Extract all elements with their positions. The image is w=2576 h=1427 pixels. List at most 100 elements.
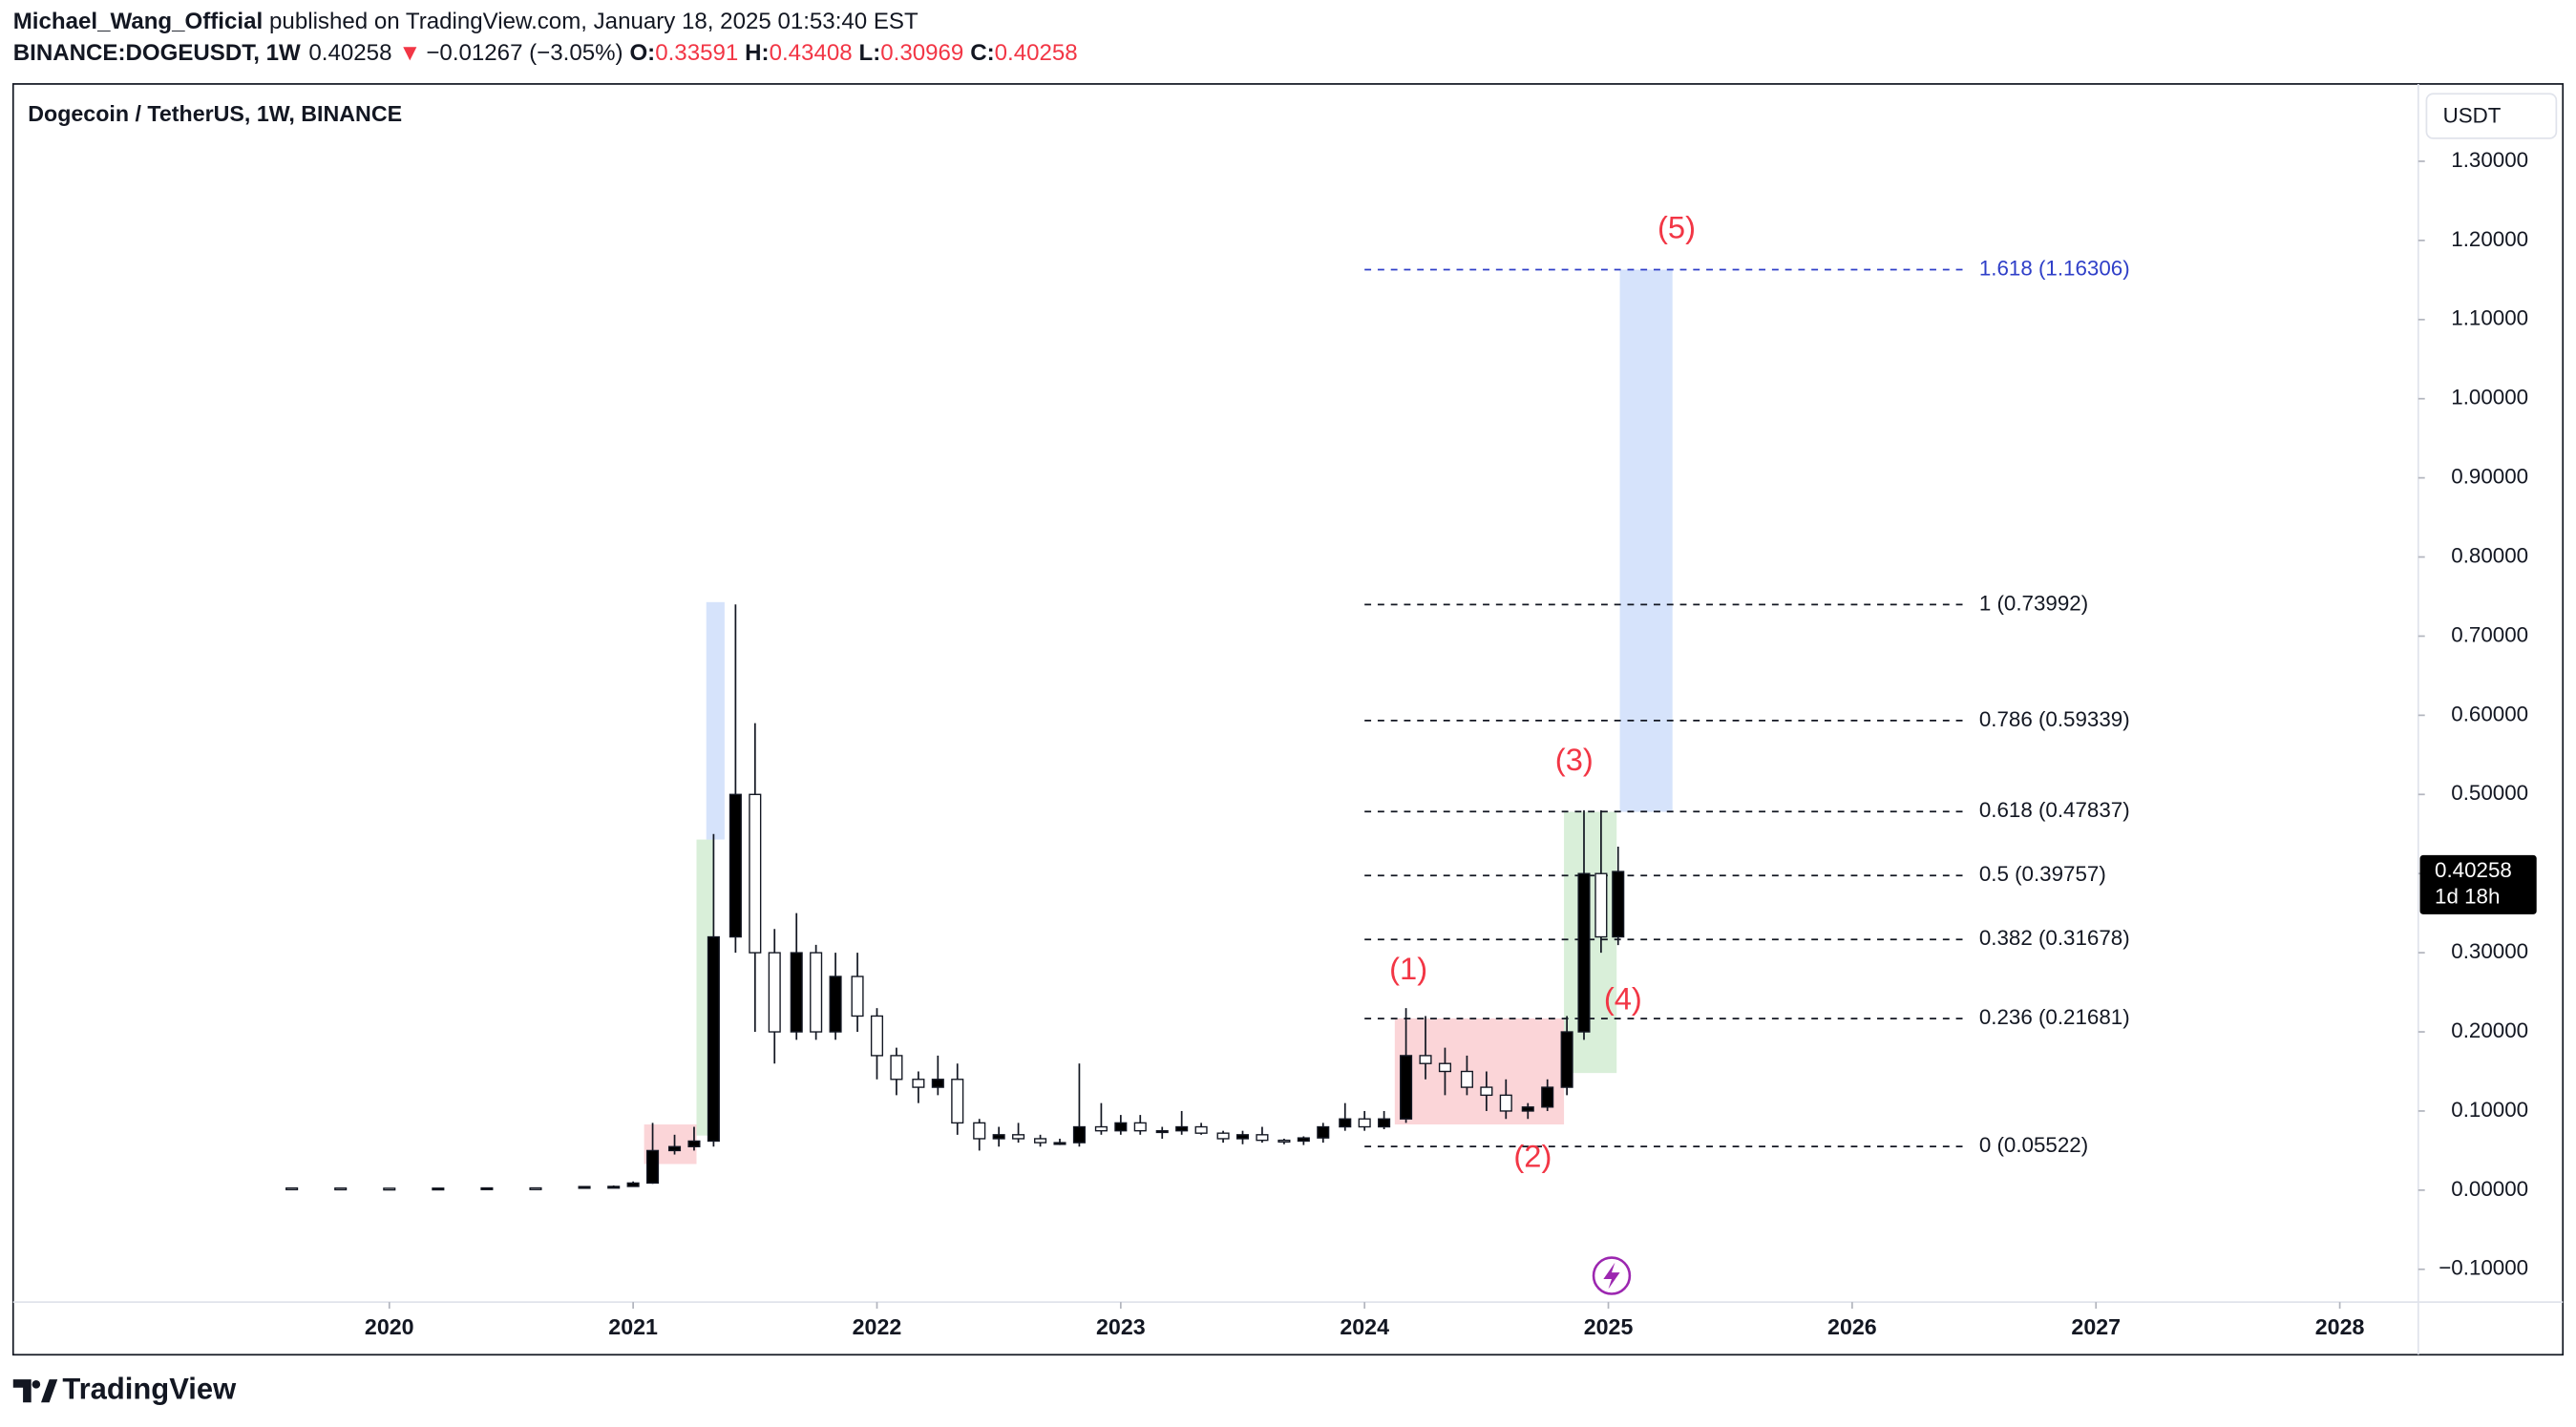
candle-body [707, 935, 720, 1143]
ohlc-value: 0.33591 [655, 40, 738, 66]
x-tick-label: 2028 [2315, 1314, 2365, 1339]
zone [1564, 811, 1617, 1074]
candle-body [1194, 1125, 1208, 1134]
ohlc-value: 0.43408 [770, 40, 853, 66]
candle-body [667, 1145, 682, 1152]
candle-body [1400, 1055, 1413, 1120]
fib-label: 0.5 (0.39757) [1979, 862, 2106, 886]
candle-body [728, 793, 742, 938]
candle-body [1175, 1125, 1189, 1132]
candle-body [1094, 1125, 1108, 1132]
price-tag-countdown: 1d 18h [2435, 885, 2500, 909]
fib-label: 1.618 (1.16306) [1979, 256, 2130, 280]
candle-body [1133, 1122, 1147, 1132]
candle-body [1358, 1118, 1371, 1128]
x-tick-label: 2025 [1584, 1314, 1634, 1339]
currency[interactable]: USDT [2443, 103, 2502, 127]
fib-label: 0 (0.05522) [1979, 1133, 2088, 1157]
events-icon[interactable] [1592, 1256, 1632, 1295]
candle-body [749, 793, 762, 954]
ohlc-label: C: [970, 40, 994, 66]
ohlc-value: 0.30969 [880, 40, 963, 66]
candle-body [1072, 1125, 1086, 1144]
candle-body [973, 1122, 986, 1140]
candle-body [646, 1149, 660, 1185]
y-tick-label: 0.50000 [2451, 781, 2528, 805]
brand: TradingView [62, 1372, 237, 1405]
y-tick-label: 0.10000 [2451, 1098, 2528, 1122]
candle-body [529, 1186, 542, 1190]
fib-label: 0.786 (0.59339) [1979, 707, 2130, 731]
candle-body [285, 1186, 299, 1191]
header-line-1: Michael_Wang_Official published on Tradin… [13, 10, 918, 35]
candle-body [1438, 1062, 1451, 1073]
candle-body [870, 1015, 884, 1057]
chart-title: Dogecoin / TetherUS, 1W, BINANCE [28, 101, 402, 126]
y-tick-label: 0.80000 [2451, 543, 2528, 567]
candle-body [1114, 1122, 1128, 1132]
y-tick-label: 0.60000 [2451, 702, 2528, 725]
wave-label: (4) [1604, 980, 1642, 1016]
ohlc-value: 0.40258 [995, 40, 1078, 66]
y-tick-label: 0.90000 [2451, 465, 2528, 489]
zone [1394, 1018, 1565, 1125]
candle-body [1297, 1137, 1310, 1143]
y-tick-label: 1.00000 [2451, 386, 2528, 409]
change-arrow: ▼ [398, 40, 421, 66]
x-tick-label: 2023 [1096, 1314, 1146, 1339]
candle-body [1577, 872, 1591, 1033]
y-tick-label: 1.30000 [2451, 148, 2528, 172]
ohlc-label: O: [629, 40, 655, 66]
candle-body [383, 1187, 396, 1191]
x-tick-label: 2024 [1340, 1314, 1389, 1339]
wave-label: (1) [1389, 951, 1427, 986]
fib-label: 1 (0.73992) [1979, 591, 2088, 615]
author: Michael_Wang_Official [13, 10, 263, 35]
candle-body [334, 1187, 348, 1191]
candle-body [432, 1187, 445, 1191]
symbol: BINANCE:DOGEUSDT, 1W [13, 40, 301, 66]
candle-body [1419, 1055, 1432, 1064]
candle-body [810, 952, 823, 1033]
candle-body [912, 1079, 925, 1088]
footer-logo [12, 1379, 58, 1403]
price-tag-value: 0.40258 [2435, 858, 2512, 882]
wave-label: (3) [1555, 742, 1594, 777]
y-tick-label: 0.00000 [2451, 1177, 2528, 1201]
candle-body [851, 976, 864, 1018]
candle-body [578, 1186, 591, 1189]
zone [1619, 269, 1673, 812]
y-tick-label: 1.20000 [2451, 227, 2528, 251]
candle-body [951, 1079, 964, 1124]
fib-label: 0.236 (0.21681) [1979, 1005, 2130, 1029]
candle-body [1560, 1031, 1573, 1088]
axes: −0.10000 0.00000 0.10000 0.20000 0.30000 0.40… [365, 148, 2537, 1339]
candle-body [1235, 1134, 1250, 1140]
change: −0.01267 (−3.05%) [426, 40, 623, 66]
candle-body [1216, 1132, 1230, 1140]
candle-body [1612, 871, 1625, 938]
candle-body [1155, 1129, 1169, 1134]
plot-area: 1.618 (1.16306) 1 (0.73992) 0.786 (0.59339… [285, 210, 2130, 1191]
candle-body [1541, 1086, 1554, 1108]
x-tick-label: 2026 [1827, 1314, 1877, 1339]
candle-body [931, 1079, 944, 1088]
x-tick-label: 2022 [853, 1314, 902, 1339]
candle-body [1012, 1134, 1025, 1140]
candle-body [790, 952, 803, 1033]
y-tick-label: 0.70000 [2451, 622, 2528, 646]
fib-label: 0.618 (0.47837) [1979, 798, 2130, 822]
x-tick-label: 2021 [608, 1314, 658, 1339]
candle-body [1378, 1118, 1391, 1128]
last: 0.40258 [308, 40, 391, 66]
candle-body [626, 1182, 640, 1187]
y-tick-label: 1.10000 [2451, 306, 2528, 330]
candle-body [1277, 1139, 1291, 1144]
candle-body [607, 1186, 621, 1189]
currency-button[interactable] [2425, 93, 2558, 139]
candle-body [1034, 1138, 1047, 1144]
candle-body [768, 952, 781, 1033]
